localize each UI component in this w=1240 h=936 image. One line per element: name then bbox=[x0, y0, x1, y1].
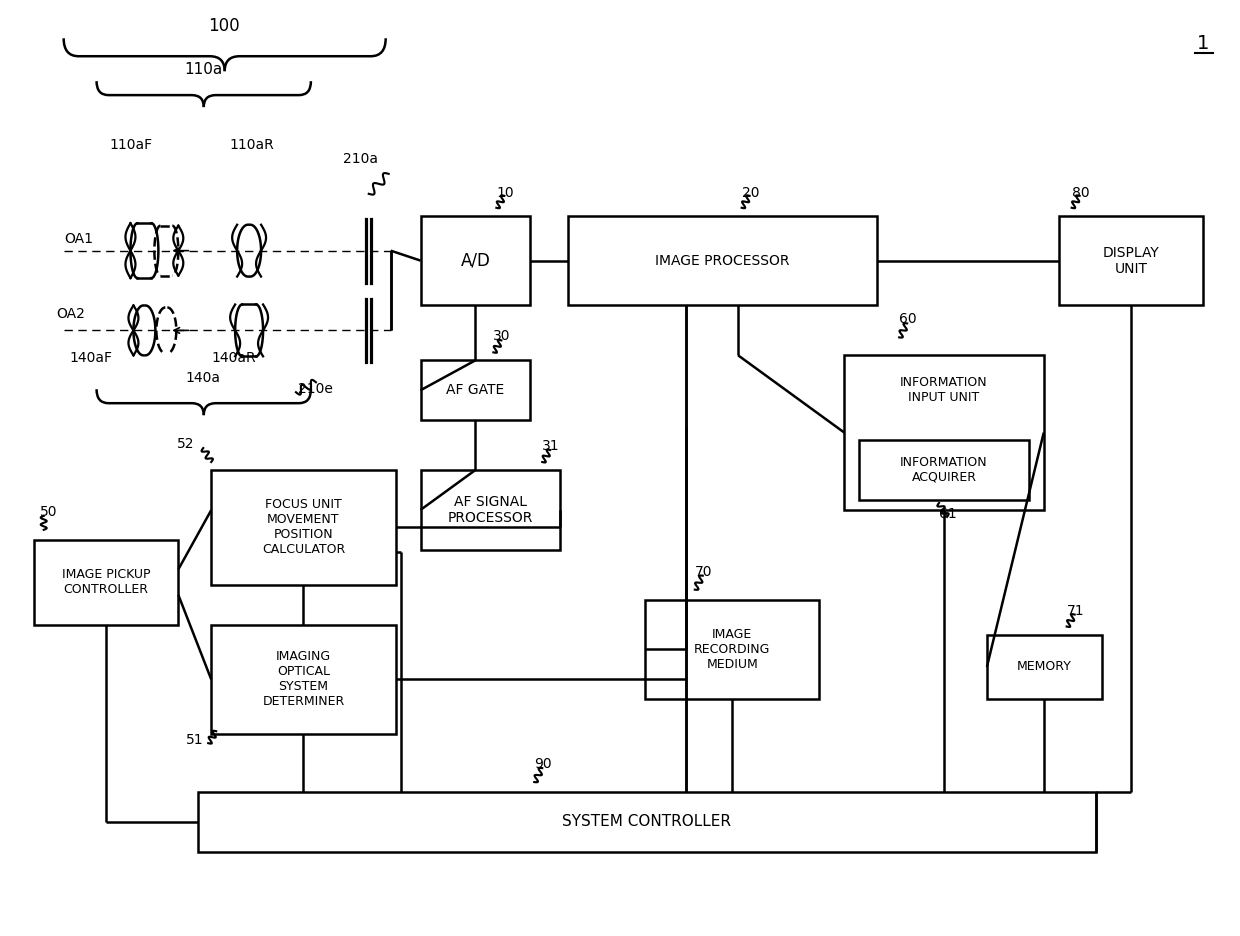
Text: 110aR: 110aR bbox=[229, 138, 274, 152]
Bar bbox=[420, 216, 531, 305]
Text: 140a: 140a bbox=[186, 372, 221, 386]
Bar bbox=[33, 540, 179, 624]
Bar bbox=[987, 635, 1101, 699]
Text: OA1: OA1 bbox=[64, 232, 94, 245]
Text: IMAGING
OPTICAL
SYSTEM
DETERMINER: IMAGING OPTICAL SYSTEM DETERMINER bbox=[263, 651, 345, 709]
Bar bbox=[859, 440, 1029, 500]
Text: SYSTEM CONTROLLER: SYSTEM CONTROLLER bbox=[563, 814, 732, 829]
Text: INFORMATION
ACQUIRER: INFORMATION ACQUIRER bbox=[900, 456, 988, 484]
Text: 140aR: 140aR bbox=[211, 351, 255, 365]
Bar bbox=[645, 600, 820, 699]
Text: 61: 61 bbox=[939, 507, 957, 520]
Text: FOCUS UNIT
MOVEMENT
POSITION
CALCULATOR: FOCUS UNIT MOVEMENT POSITION CALCULATOR bbox=[262, 498, 345, 556]
Text: 31: 31 bbox=[542, 439, 559, 453]
Text: 20: 20 bbox=[742, 186, 759, 199]
Text: 1: 1 bbox=[1197, 34, 1209, 52]
Bar bbox=[844, 356, 1044, 510]
Text: 110aF: 110aF bbox=[109, 138, 153, 152]
Bar bbox=[211, 470, 396, 585]
Bar bbox=[568, 216, 877, 305]
Text: 60: 60 bbox=[899, 313, 916, 327]
Text: 210e: 210e bbox=[298, 382, 332, 396]
Text: 71: 71 bbox=[1066, 604, 1084, 618]
Text: OA2: OA2 bbox=[57, 307, 86, 321]
Text: INFORMATION
INPUT UNIT: INFORMATION INPUT UNIT bbox=[900, 376, 988, 404]
Text: A/D: A/D bbox=[460, 252, 490, 270]
Bar bbox=[420, 470, 560, 549]
Text: IMAGE PROCESSOR: IMAGE PROCESSOR bbox=[656, 254, 790, 268]
Text: 70: 70 bbox=[694, 564, 712, 578]
Bar bbox=[420, 360, 531, 420]
Text: 210a: 210a bbox=[342, 152, 378, 166]
Text: 80: 80 bbox=[1071, 186, 1089, 199]
Text: 52: 52 bbox=[177, 437, 195, 451]
Text: 30: 30 bbox=[494, 329, 511, 344]
Text: 90: 90 bbox=[534, 757, 552, 771]
Text: DISPLAY
UNIT: DISPLAY UNIT bbox=[1102, 245, 1159, 276]
Bar bbox=[198, 792, 1096, 852]
Text: 51: 51 bbox=[186, 733, 203, 747]
Text: 110a: 110a bbox=[184, 62, 222, 77]
Text: IMAGE
RECORDING
MEDIUM: IMAGE RECORDING MEDIUM bbox=[694, 628, 770, 671]
Text: 100: 100 bbox=[208, 17, 241, 36]
Text: IMAGE PICKUP
CONTROLLER: IMAGE PICKUP CONTROLLER bbox=[62, 568, 150, 596]
Bar bbox=[1059, 216, 1203, 305]
Text: 140aF: 140aF bbox=[69, 351, 113, 365]
Text: MEMORY: MEMORY bbox=[1017, 661, 1071, 673]
Text: AF SIGNAL
PROCESSOR: AF SIGNAL PROCESSOR bbox=[448, 495, 533, 525]
Bar bbox=[211, 624, 396, 734]
Text: AF GATE: AF GATE bbox=[446, 383, 505, 397]
Text: 50: 50 bbox=[40, 505, 57, 519]
Text: 10: 10 bbox=[496, 186, 515, 199]
